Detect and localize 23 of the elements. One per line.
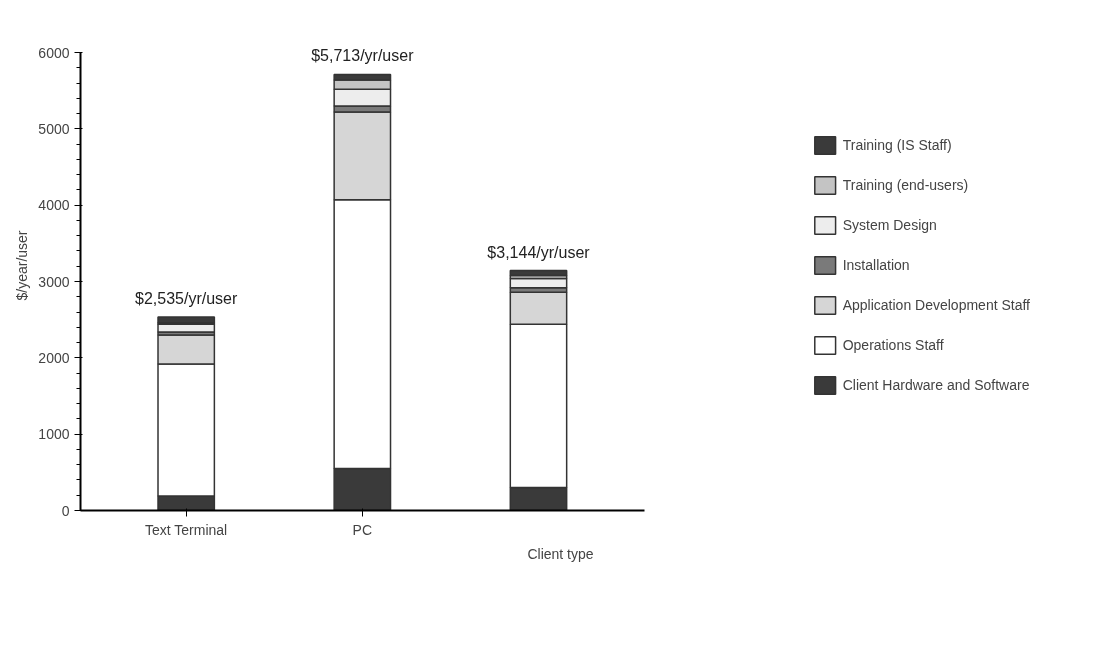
y-tick-label: 5000 — [38, 120, 70, 137]
y-tick-label: 2000 — [38, 349, 70, 366]
legend-label: System Design — [842, 217, 937, 233]
y-tick-label: 3000 — [38, 273, 70, 290]
total-label: $2,535/yr/user — [135, 290, 238, 308]
y-tick-label: 1000 — [38, 426, 70, 443]
x-tick-label: PC — [352, 521, 373, 538]
y-tick-label: 4000 — [38, 197, 70, 214]
x-axis-title: Client type — [527, 545, 594, 562]
legend-label: Application Development Staff — [842, 297, 1030, 313]
y-tick-label: 6000 — [38, 44, 70, 61]
legend-label: Training (end-users) — [842, 177, 969, 193]
total-label: $3,144/yr/user — [487, 243, 591, 261]
bar — [509, 269, 568, 277]
x-tick-label: Text Terminal — [144, 521, 228, 538]
bar — [157, 316, 216, 324]
legend-label: Training (IS Staff) — [842, 137, 952, 153]
legend-label: Client Hardware and Software — [842, 377, 1030, 393]
legend-label: Installation — [842, 257, 910, 273]
legend-label: Operations Staff — [842, 337, 944, 353]
y-tick-label: 0 — [61, 502, 70, 519]
y-axis-title: $/year/user — [14, 230, 31, 301]
total-label: $5,713/yr/user — [311, 47, 415, 65]
